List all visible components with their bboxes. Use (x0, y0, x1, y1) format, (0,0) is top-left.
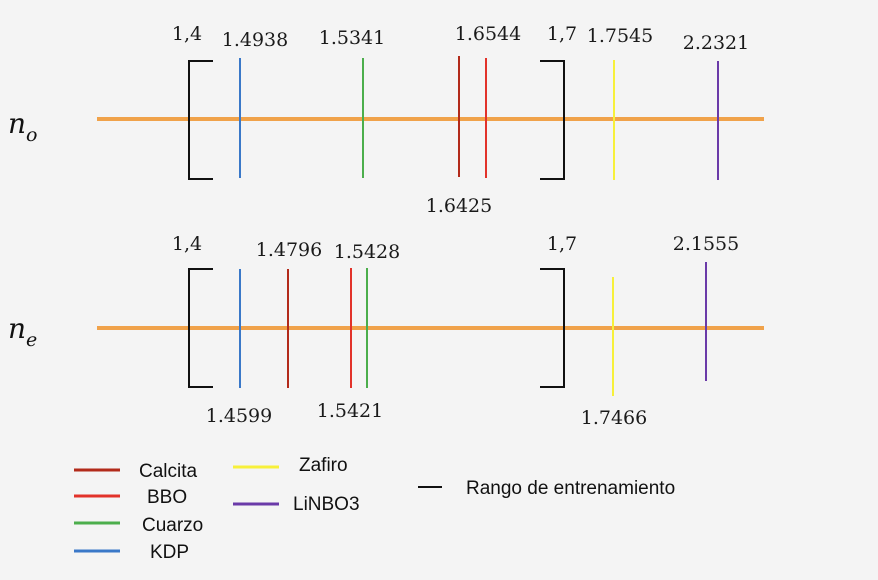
row-no-range-bracket-left (188, 60, 213, 180)
row-no-label-linbo3: 2.2321 (683, 32, 749, 54)
legend: Calcita BBO Cuarzo KDP Zafiro LiNBO3 Ran… (74, 455, 675, 563)
row-ne-label-cuarzo: 1.5428 (334, 241, 400, 263)
row-no-label-cuarzo: 1.5341 (319, 27, 385, 49)
row-ne-symbol: ne (8, 312, 37, 351)
legend-label-zafiro: Zafiro (299, 455, 348, 476)
row-no-symbol: no (8, 107, 38, 146)
row-no-range-bracket-right (540, 60, 565, 180)
row-no-label-bbo: 1.6544 (455, 23, 521, 45)
row-ne-range-end: 1,7 (547, 233, 577, 255)
row-ne-label-linbo3: 2.1555 (673, 233, 739, 255)
legend-label-cuarzo: Cuarzo (142, 515, 203, 536)
row-no-range-end: 1,7 (547, 23, 577, 45)
legend-label-calcita: Calcita (139, 461, 198, 482)
legend-item-calcita: Calcita (74, 461, 198, 482)
row-no: no 1,4 1,7 1.4938 1.5341 1.6425 1.6544 1… (8, 23, 764, 217)
legend-item-zafiro: Zafiro (233, 455, 348, 476)
legend-item-cuarzo: Cuarzo (74, 515, 203, 536)
legend-label-linbo3: LiNBO3 (293, 494, 360, 515)
legend-label-range: Rango de entrenamiento (466, 478, 675, 499)
legend-item-bbo: BBO (74, 487, 187, 508)
row-ne-range-start: 1,4 (172, 233, 202, 255)
row-ne-range-bracket-left (188, 268, 213, 388)
legend-item-linbo3: LiNBO3 (233, 494, 360, 515)
row-ne-label-zafiro: 1.7466 (581, 407, 647, 429)
row-ne-label-bbo: 1.5421 (317, 400, 383, 422)
row-no-label-zafiro: 1.7545 (587, 25, 653, 47)
legend-label-bbo: BBO (147, 487, 187, 508)
row-no-label-calcita: 1.6425 (426, 195, 492, 217)
row-ne-range-bracket-right (540, 268, 565, 388)
row-no-label-kdp: 1.4938 (222, 29, 288, 51)
legend-item-kdp: KDP (74, 542, 189, 563)
row-no-range-start: 1,4 (172, 23, 202, 45)
row-ne-label-calcita: 1.4796 (256, 239, 322, 261)
row-ne: ne 1,4 1,7 1.4599 1.4796 1.5421 1.5428 1… (8, 233, 764, 429)
legend-item-range: Rango de entrenamiento (418, 478, 675, 499)
legend-label-kdp: KDP (150, 542, 189, 563)
row-ne-label-kdp: 1.4599 (206, 405, 272, 427)
